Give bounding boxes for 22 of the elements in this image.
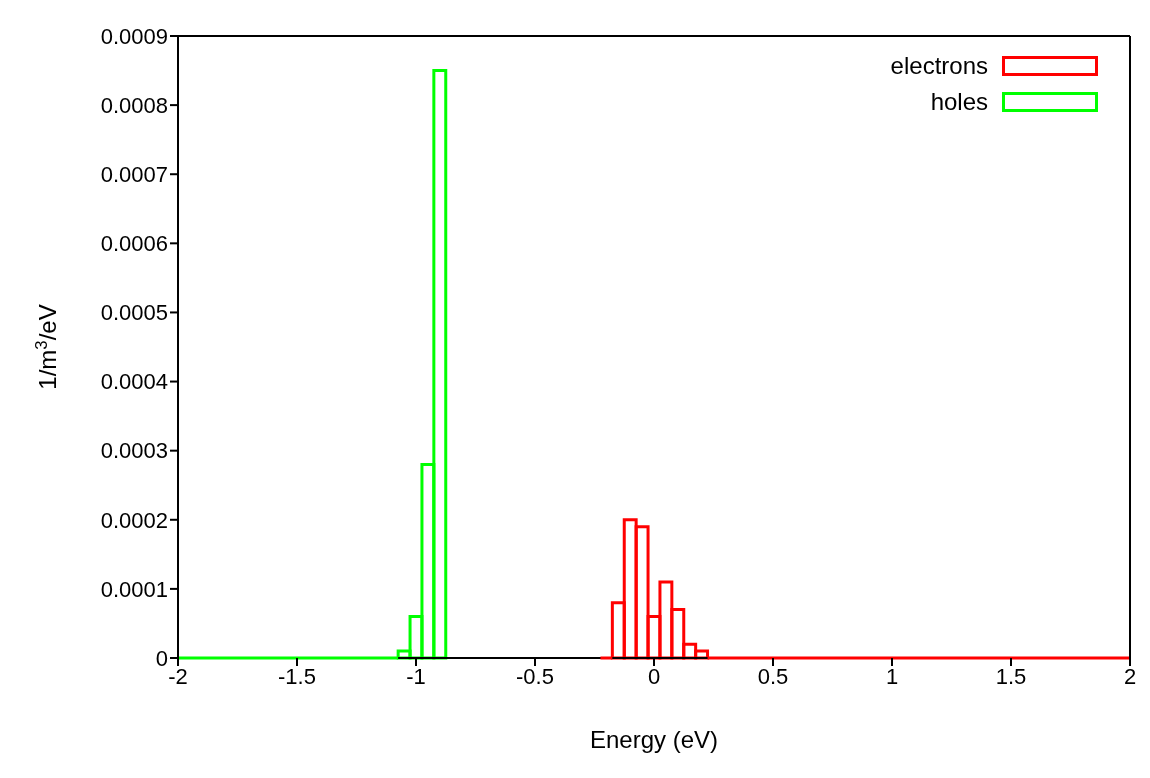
legend-label: holes	[930, 87, 988, 117]
y-tick-label: 0.0002	[100, 507, 168, 533]
y-tick-label: 0.0009	[100, 23, 168, 49]
x-tick-label: 0	[647, 663, 661, 689]
x-tick-label: 2	[1123, 663, 1137, 689]
y-tick-label: 0.0001	[100, 576, 168, 602]
y-tick-label: 0.0007	[100, 162, 168, 188]
y-tick-label: 0.0006	[100, 231, 168, 257]
x-tick-label: 0.5	[757, 663, 789, 689]
x-tick-label: 1.5	[995, 663, 1027, 689]
x-tick-label: -1.5	[278, 663, 316, 689]
x-tick-label: -0.5	[516, 663, 554, 689]
y-tick-label: 0.0005	[100, 300, 168, 326]
y-tick-label: 0.0004	[100, 369, 168, 395]
x-axis-title: Energy (eV)	[589, 726, 719, 753]
y-tick-label: 0.0003	[100, 438, 168, 464]
y-tick-label: 0.0008	[100, 92, 168, 118]
x-tick-label: 1	[885, 663, 899, 689]
x-tick-label: -2	[168, 663, 188, 689]
x-tick-label: -1	[406, 663, 426, 689]
legend-label: electrons	[890, 51, 988, 81]
y-tick-label: 0	[155, 645, 168, 671]
